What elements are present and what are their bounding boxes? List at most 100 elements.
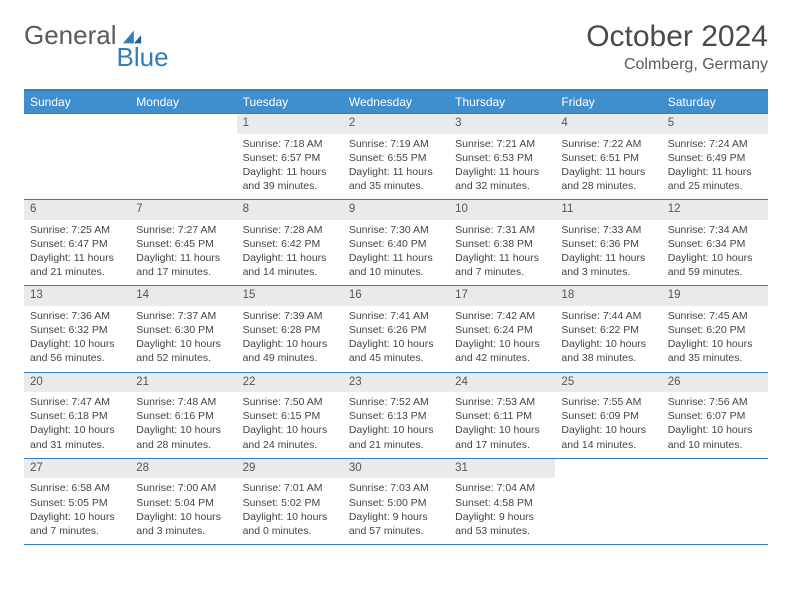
date-number: 21 [130,373,236,393]
date-number: 6 [24,200,130,220]
daylight-text: Daylight: 9 hours and 53 minutes. [455,510,549,538]
day-cell-23: 23Sunrise: 7:52 AMSunset: 6:13 PMDayligh… [343,372,449,458]
sunset-text: Sunset: 5:05 PM [30,496,124,510]
sunrise-text: Sunrise: 7:56 AM [668,395,762,409]
sunrise-text: Sunrise: 7:45 AM [668,309,762,323]
sunrise-text: Sunrise: 7:41 AM [349,309,443,323]
sunset-text: Sunset: 4:58 PM [455,496,549,510]
day-details: Sunrise: 7:53 AMSunset: 6:11 PMDaylight:… [449,392,555,458]
daylight-text: Daylight: 10 hours and 21 minutes. [349,423,443,451]
day-cell-24: 24Sunrise: 7:53 AMSunset: 6:11 PMDayligh… [449,372,555,458]
sunset-text: Sunset: 6:45 PM [136,237,230,251]
sunrise-text: Sunrise: 7:39 AM [243,309,337,323]
day-cell-3: 3Sunrise: 7:21 AMSunset: 6:53 PMDaylight… [449,113,555,199]
day-cell-6: 6Sunrise: 7:25 AMSunset: 6:47 PMDaylight… [24,199,130,285]
sunset-text: Sunset: 6:07 PM [668,409,762,423]
date-number: 26 [662,373,768,393]
empty-cell [24,113,130,199]
date-number: 30 [343,459,449,479]
sunrise-text: Sunrise: 7:33 AM [561,223,655,237]
empty-cell [130,113,236,199]
day-cell-22: 22Sunrise: 7:50 AMSunset: 6:15 PMDayligh… [237,372,343,458]
day-cell-5: 5Sunrise: 7:24 AMSunset: 6:49 PMDaylight… [662,113,768,199]
daylight-text: Daylight: 10 hours and 14 minutes. [561,423,655,451]
day-cell-25: 25Sunrise: 7:55 AMSunset: 6:09 PMDayligh… [555,372,661,458]
sunrise-text: Sunrise: 7:22 AM [561,137,655,151]
day-cell-12: 12Sunrise: 7:34 AMSunset: 6:34 PMDayligh… [662,199,768,285]
day-cell-16: 16Sunrise: 7:41 AMSunset: 6:26 PMDayligh… [343,285,449,371]
day-header-friday: Friday [555,91,661,113]
sunrise-text: Sunrise: 7:31 AM [455,223,549,237]
date-number: 16 [343,286,449,306]
empty-cell [662,458,768,545]
date-number: 9 [343,200,449,220]
date-number: 11 [555,200,661,220]
day-details: Sunrise: 7:52 AMSunset: 6:13 PMDaylight:… [343,392,449,458]
date-number: 2 [343,114,449,134]
sunrise-text: Sunrise: 7:27 AM [136,223,230,237]
daylight-text: Daylight: 10 hours and 10 minutes. [668,423,762,451]
day-cell-2: 2Sunrise: 7:19 AMSunset: 6:55 PMDaylight… [343,113,449,199]
sunset-text: Sunset: 6:51 PM [561,151,655,165]
day-cell-19: 19Sunrise: 7:45 AMSunset: 6:20 PMDayligh… [662,285,768,371]
date-number: 25 [555,373,661,393]
day-header-thursday: Thursday [449,91,555,113]
date-number: 1 [237,114,343,134]
daylight-text: Daylight: 10 hours and 3 minutes. [136,510,230,538]
date-number: 31 [449,459,555,479]
day-cell-28: 28Sunrise: 7:00 AMSunset: 5:04 PMDayligh… [130,458,236,545]
sunrise-text: Sunrise: 7:19 AM [349,137,443,151]
day-cell-10: 10Sunrise: 7:31 AMSunset: 6:38 PMDayligh… [449,199,555,285]
date-number: 4 [555,114,661,134]
sunset-text: Sunset: 6:28 PM [243,323,337,337]
daylight-text: Daylight: 10 hours and 59 minutes. [668,251,762,279]
day-cell-31: 31Sunrise: 7:04 AMSunset: 4:58 PMDayligh… [449,458,555,545]
day-details: Sunrise: 7:21 AMSunset: 6:53 PMDaylight:… [449,134,555,200]
sunrise-text: Sunrise: 7:01 AM [243,481,337,495]
day-details: Sunrise: 6:58 AMSunset: 5:05 PMDaylight:… [24,478,130,544]
date-number: 15 [237,286,343,306]
day-details: Sunrise: 7:24 AMSunset: 6:49 PMDaylight:… [662,134,768,200]
day-cell-8: 8Sunrise: 7:28 AMSunset: 6:42 PMDaylight… [237,199,343,285]
sunset-text: Sunset: 6:55 PM [349,151,443,165]
day-details: Sunrise: 7:36 AMSunset: 6:32 PMDaylight:… [24,306,130,372]
sunrise-text: Sunrise: 7:25 AM [30,223,124,237]
day-cell-13: 13Sunrise: 7:36 AMSunset: 6:32 PMDayligh… [24,285,130,371]
sunset-text: Sunset: 6:36 PM [561,237,655,251]
daylight-text: Daylight: 10 hours and 52 minutes. [136,337,230,365]
sunset-text: Sunset: 5:02 PM [243,496,337,510]
day-details: Sunrise: 7:00 AMSunset: 5:04 PMDaylight:… [130,478,236,544]
sunset-text: Sunset: 6:49 PM [668,151,762,165]
sunrise-text: Sunrise: 7:18 AM [243,137,337,151]
day-details: Sunrise: 7:55 AMSunset: 6:09 PMDaylight:… [555,392,661,458]
sunrise-text: Sunrise: 7:21 AM [455,137,549,151]
date-number: 28 [130,459,236,479]
sunset-text: Sunset: 6:47 PM [30,237,124,251]
date-number: 12 [662,200,768,220]
date-number: 18 [555,286,661,306]
daylight-text: Daylight: 11 hours and 7 minutes. [455,251,549,279]
day-cell-4: 4Sunrise: 7:22 AMSunset: 6:51 PMDaylight… [555,113,661,199]
day-cell-9: 9Sunrise: 7:30 AMSunset: 6:40 PMDaylight… [343,199,449,285]
daylight-text: Daylight: 11 hours and 3 minutes. [561,251,655,279]
sunrise-text: Sunrise: 7:36 AM [30,309,124,323]
sunrise-text: Sunrise: 7:53 AM [455,395,549,409]
date-number: 24 [449,373,555,393]
date-number: 3 [449,114,555,134]
day-details: Sunrise: 7:33 AMSunset: 6:36 PMDaylight:… [555,220,661,286]
day-details: Sunrise: 7:48 AMSunset: 6:16 PMDaylight:… [130,392,236,458]
day-cell-21: 21Sunrise: 7:48 AMSunset: 6:16 PMDayligh… [130,372,236,458]
date-number: 8 [237,200,343,220]
sunrise-text: Sunrise: 7:24 AM [668,137,762,151]
daylight-text: Daylight: 10 hours and 56 minutes. [30,337,124,365]
day-details: Sunrise: 7:28 AMSunset: 6:42 PMDaylight:… [237,220,343,286]
daylight-text: Daylight: 11 hours and 25 minutes. [668,165,762,193]
day-header-tuesday: Tuesday [237,91,343,113]
sunset-text: Sunset: 6:11 PM [455,409,549,423]
sunset-text: Sunset: 6:30 PM [136,323,230,337]
sunrise-text: Sunrise: 7:34 AM [668,223,762,237]
day-cell-29: 29Sunrise: 7:01 AMSunset: 5:02 PMDayligh… [237,458,343,545]
day-details: Sunrise: 7:31 AMSunset: 6:38 PMDaylight:… [449,220,555,286]
daylight-text: Daylight: 10 hours and 35 minutes. [668,337,762,365]
day-details: Sunrise: 7:01 AMSunset: 5:02 PMDaylight:… [237,478,343,544]
